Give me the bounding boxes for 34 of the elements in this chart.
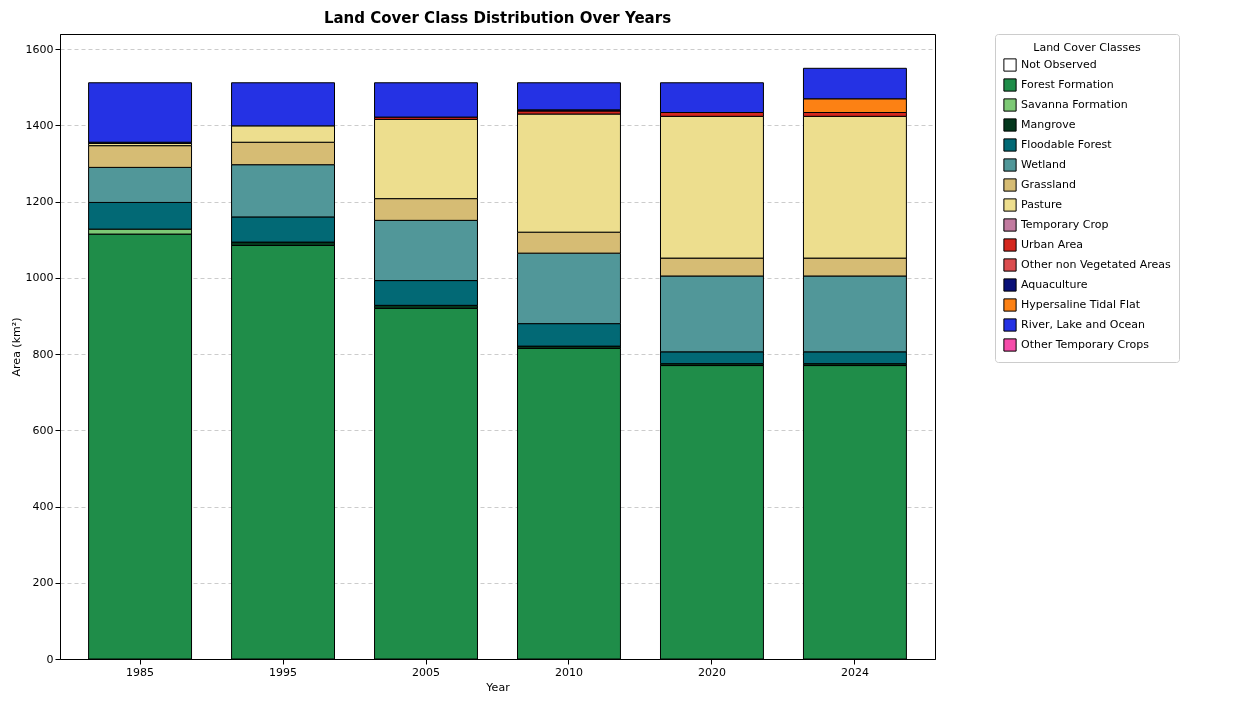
y-tick-label: 1000 [25,271,54,285]
legend-label: Temporary Crop [1020,218,1109,231]
legend-label: Floodable Forest [1021,138,1113,151]
x-tick-label: 1995 [269,665,298,679]
legend-label: Forest Formation [1021,78,1114,91]
y-tick-label: 400 [32,500,54,514]
x-tick-label: 2024 [840,665,869,679]
legend-label: Hypersaline Tidal Flat [1021,298,1141,311]
legend-label: River, Lake and Ocean [1021,318,1146,331]
x-tick-label: 1985 [126,665,155,679]
legend-label: Aquaculture [1021,278,1088,291]
legend-label: Savanna Formation [1021,98,1128,111]
legend-title: Land Cover Classes [1033,41,1141,54]
y-tick-label: 0 [46,652,54,666]
y-tick-label: 800 [32,347,54,361]
legend-label: Pasture [1021,198,1063,211]
y-tick-label: 200 [32,576,54,590]
x-axis-title: Year [485,680,511,694]
x-tick-label: 2010 [554,665,583,679]
legend-label: Urban Area [1021,238,1084,251]
y-axis-title: Area (km²) [9,317,23,377]
chart-title: Land Cover Class Distribution Over Years [323,8,672,27]
y-tick-label: 1600 [25,42,54,56]
legend-label: Other Temporary Crops [1021,338,1150,351]
y-tick-label: 600 [32,423,54,437]
y-tick-label: 1200 [25,195,54,209]
legend-label: Not Observed [1021,58,1097,71]
legend-label: Other non Vegetated Areas [1021,258,1172,271]
legend-label: Grassland [1021,178,1076,191]
y-tick-label: 1400 [25,118,54,132]
x-tick-label: 2020 [697,665,726,679]
legend-label: Wetland [1021,158,1067,171]
x-tick-label: 2005 [412,665,441,679]
legend-label: Mangrove [1021,118,1076,131]
